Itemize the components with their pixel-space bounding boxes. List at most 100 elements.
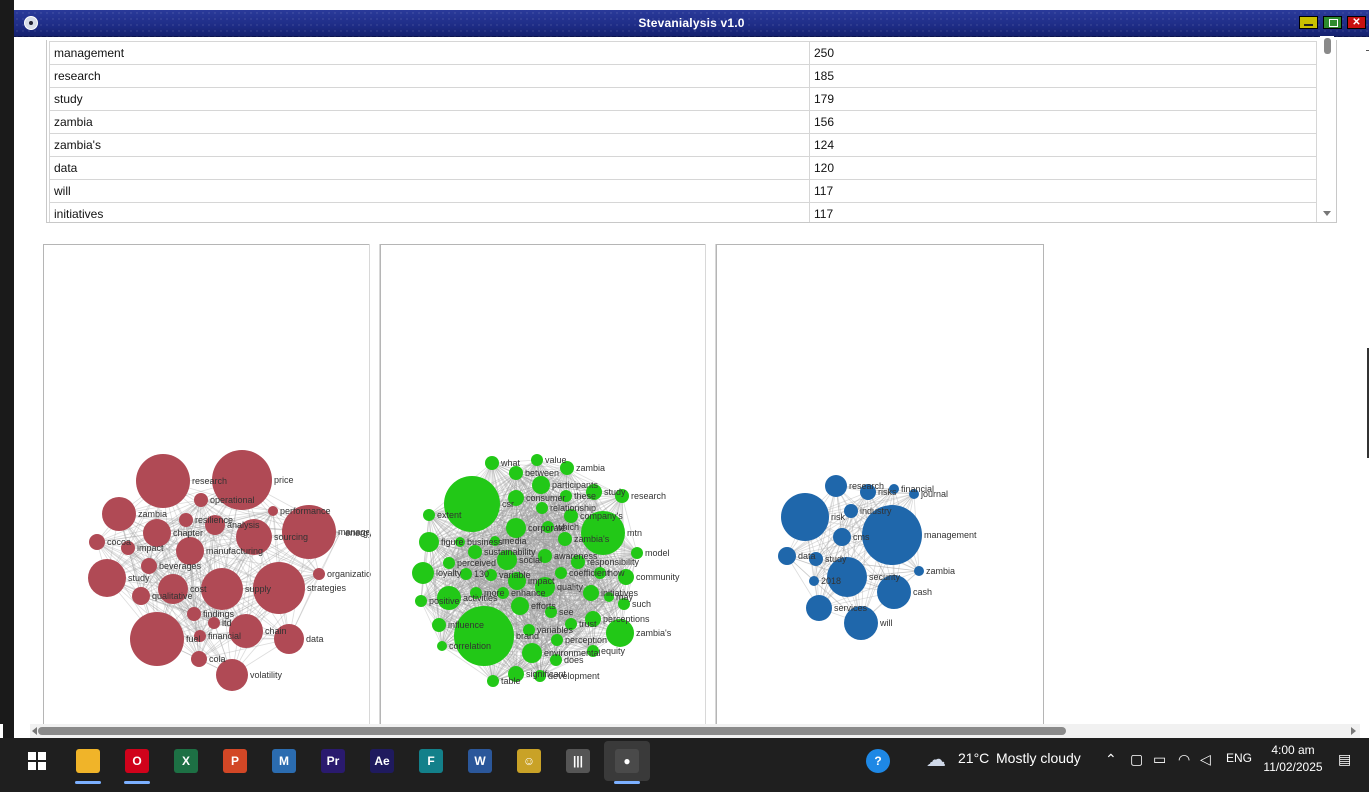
table-row[interactable]: zambia 156 (49, 110, 1317, 134)
help-button[interactable]: ? (855, 741, 901, 781)
graph-node-cash[interactable] (877, 575, 911, 609)
graph-node-mtn[interactable] (581, 511, 625, 555)
graph-node-journal[interactable] (909, 489, 919, 499)
graph-node-brand[interactable] (454, 606, 514, 666)
graph-node-cost[interactable] (158, 574, 188, 604)
graph-node-supply[interactable] (201, 568, 243, 610)
graph-node-performance[interactable] (268, 506, 278, 516)
premiere-pro-taskbar-button[interactable]: Pr (310, 741, 356, 781)
graph-node-services[interactable] (806, 595, 832, 621)
graph-node-such[interactable] (618, 598, 630, 610)
graph-node-awareness[interactable] (538, 549, 552, 563)
graph-node-does[interactable] (550, 654, 562, 666)
graph-node-130[interactable] (460, 568, 472, 580)
graph-node-data[interactable] (274, 624, 304, 654)
graph-node-analysis[interactable] (205, 515, 225, 535)
graph-node-financial[interactable] (889, 484, 899, 494)
maple-taskbar-button[interactable]: M (261, 741, 307, 781)
graph-node-zambia[interactable] (102, 497, 136, 531)
graph-node-sourcing[interactable] (236, 519, 272, 555)
powerpoint-taskbar-button[interactable]: P (212, 741, 258, 781)
table-row[interactable]: initiatives 117 (49, 202, 1317, 222)
graph-node-qualitative[interactable] (132, 587, 150, 605)
graph-node-management[interactable] (862, 505, 922, 565)
graph-node-participants[interactable] (532, 476, 550, 494)
graph-node-chapter[interactable] (143, 519, 171, 547)
start-button[interactable] (14, 741, 60, 781)
scroll-down-arrow-icon[interactable] (1323, 211, 1331, 216)
graph-node-positive[interactable] (415, 595, 427, 607)
app-icon[interactable] (24, 16, 38, 30)
weather-cloudy-icon[interactable]: ☁ (926, 749, 946, 771)
graph-node-management[interactable] (282, 505, 336, 559)
graph-node-zambia-s[interactable] (606, 619, 634, 647)
graph-node-operational[interactable] (194, 493, 208, 507)
graph-node-loyalty[interactable] (412, 562, 434, 584)
opera-taskbar-button[interactable]: O (114, 741, 160, 784)
graph-node-impact[interactable] (508, 572, 526, 590)
table-scroll-thumb[interactable] (1324, 38, 1331, 54)
table-row[interactable]: study 179 (49, 87, 1317, 111)
graph-node-perception[interactable] (551, 634, 563, 646)
graph-node-table[interactable] (487, 675, 499, 687)
graph-node-responsibility[interactable] (571, 555, 585, 569)
graph-node-study[interactable] (809, 552, 823, 566)
graph-node-zambia[interactable] (560, 461, 574, 475)
graph-node-findings[interactable] (187, 607, 201, 621)
table-row[interactable]: will 117 (49, 179, 1317, 203)
graph-node-coefficient[interactable] (555, 567, 567, 579)
graph-node-organizational[interactable] (313, 568, 325, 580)
network-panel-red[interactable]: research price operational performance zambi… (43, 244, 371, 726)
graph-node-will[interactable] (844, 606, 878, 640)
scroll-left-arrow-icon[interactable] (32, 727, 37, 735)
table-row[interactable]: zambia's 124 (49, 133, 1317, 157)
graph-node-cocoa[interactable] (89, 534, 105, 550)
graph-node-between[interactable] (509, 466, 523, 480)
graph-node-chain[interactable] (229, 614, 263, 648)
network-panel-green[interactable]: value what zambia between participants study r… (380, 244, 706, 726)
horizontal-scrollbar[interactable] (30, 724, 1360, 738)
table-row[interactable]: management 250 (49, 41, 1317, 65)
graph-node-trust[interactable] (565, 618, 577, 630)
graph-node-these[interactable] (560, 490, 572, 502)
filmora-taskbar-button[interactable]: F (408, 741, 454, 781)
graph-node-fuel[interactable] (130, 612, 184, 666)
graph-node-relationship[interactable] (536, 502, 548, 514)
graph-node-research[interactable] (825, 475, 847, 497)
graph-node-resilience[interactable] (179, 513, 193, 527)
graph-node-community[interactable] (618, 569, 634, 585)
graph-node-perceptions[interactable] (585, 611, 601, 627)
graph-node-extent[interactable] (423, 509, 435, 521)
wifi-icon[interactable]: ◠ (1178, 751, 1191, 767)
panel-divider[interactable] (369, 244, 380, 726)
excel-taskbar-button[interactable]: X (163, 741, 209, 781)
emoji-app-taskbar-button[interactable]: ☺ (506, 741, 552, 781)
graph-node-significant[interactable] (508, 666, 524, 682)
graph-node-study[interactable] (88, 559, 126, 597)
graph-node-initiatives[interactable] (583, 585, 599, 601)
graph-node-study[interactable] (586, 484, 602, 500)
weather-description[interactable]: Mostly cloudy (996, 750, 1081, 766)
table-row[interactable]: data 120 (49, 156, 1317, 180)
graph-node-development[interactable] (534, 670, 546, 682)
library-app-taskbar-button[interactable]: ||| (555, 741, 601, 781)
graph-node-industry[interactable] (844, 504, 858, 518)
graph-node-equity[interactable] (587, 645, 599, 657)
network-panel-blue[interactable]: research financial risks journal industry ris… (716, 244, 1044, 726)
graph-node-variables[interactable] (523, 624, 535, 636)
graph-node-value[interactable] (531, 454, 543, 466)
graph-node-may[interactable] (604, 592, 614, 602)
graph-node-social[interactable] (497, 550, 517, 570)
scroll-right-arrow-icon[interactable] (1351, 727, 1356, 735)
graph-node-zambia-s[interactable] (558, 532, 572, 546)
graph-node-corporate[interactable] (506, 518, 526, 538)
panel-divider[interactable] (705, 244, 716, 726)
graph-node-volatility[interactable] (216, 659, 248, 691)
graph-node-how[interactable] (594, 567, 606, 579)
graph-node-research[interactable] (615, 489, 629, 503)
graph-node-cola[interactable] (191, 651, 207, 667)
weather-temperature[interactable]: 21°C (958, 750, 990, 766)
graph-node-zambia[interactable] (914, 566, 924, 576)
graph-node-activities[interactable] (437, 586, 461, 610)
graph-node-risk[interactable] (781, 493, 829, 541)
